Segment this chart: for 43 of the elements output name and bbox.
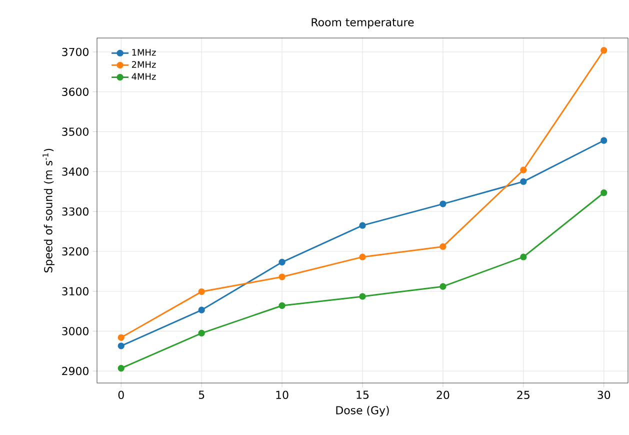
point xyxy=(600,189,608,196)
point xyxy=(440,200,446,208)
x-tick-label: 15 xyxy=(356,390,369,399)
y-tick-label: 3100 xyxy=(62,287,88,296)
point xyxy=(278,258,286,266)
point xyxy=(118,364,124,372)
legend-label: 2MHz xyxy=(132,61,156,68)
point xyxy=(520,254,527,260)
point xyxy=(359,254,366,260)
point xyxy=(278,302,286,309)
x-tick-label: 10 xyxy=(276,390,288,400)
y-tick-label: 3300 xyxy=(62,207,88,216)
point xyxy=(440,283,446,290)
y-tick-label: 3500 xyxy=(62,128,88,136)
x-tick-label: 0 xyxy=(118,390,124,400)
point xyxy=(278,274,286,280)
point xyxy=(520,178,527,185)
point xyxy=(359,293,366,300)
legend-label: 1MHz xyxy=(132,49,156,56)
y-tick-label: 3200 xyxy=(62,247,88,256)
x-tick-label: 25 xyxy=(517,390,530,400)
point xyxy=(198,306,205,314)
y-tick-label: 3700 xyxy=(62,48,88,56)
point xyxy=(198,288,205,296)
legend-label: 4MHz xyxy=(132,73,156,80)
y-axis-title: Speed of sound (m s$^{-1}$) xyxy=(42,148,54,272)
point xyxy=(118,334,124,341)
point xyxy=(118,342,124,350)
y-tick-label: 3600 xyxy=(62,88,88,96)
point xyxy=(600,137,608,144)
x-tick-label: 20 xyxy=(436,390,450,400)
point xyxy=(359,222,366,229)
point xyxy=(600,47,608,54)
chart-title: Room temperature xyxy=(312,18,414,28)
point xyxy=(440,243,446,250)
x-tick-label: 5 xyxy=(198,390,204,399)
y-tick-label: 3400 xyxy=(62,167,88,176)
y-tick-label: 2900 xyxy=(62,366,88,376)
x-axis-title: Dose (Gy) xyxy=(336,406,389,416)
x-tick-label: 30 xyxy=(598,390,610,400)
point xyxy=(198,330,205,336)
y-tick-label: 3000 xyxy=(62,327,88,336)
point xyxy=(520,166,527,174)
